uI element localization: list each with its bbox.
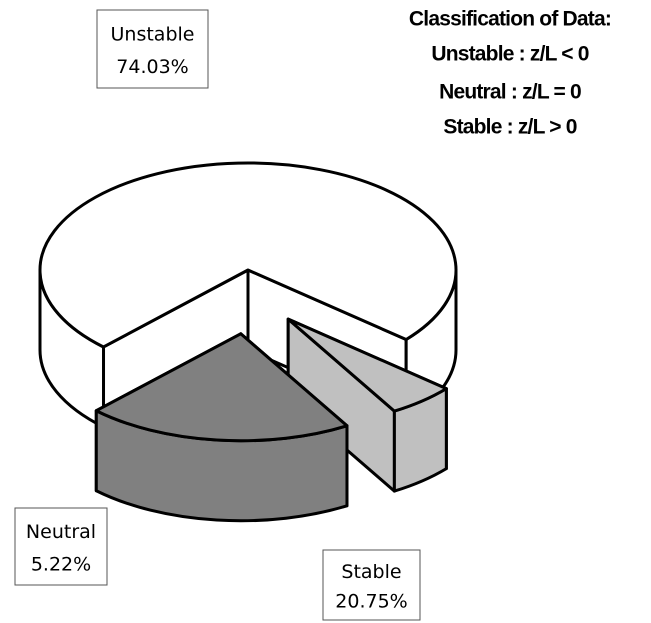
annotation: Neutral : z/L = 0: [439, 81, 581, 104]
chart-title: Classification of Data:: [409, 8, 611, 31]
category-label: Unstable: [111, 23, 195, 45]
pie: [38, 161, 458, 523]
slice-top: [38, 161, 458, 349]
label-box: [96, 9, 209, 89]
annotation: Stable : z/L > 0: [443, 116, 576, 139]
value-label: 74.03%: [116, 56, 188, 78]
slice-top: [286, 317, 448, 413]
slice-top: [94, 332, 349, 443]
label-box: [14, 507, 108, 586]
category-label: Stable: [341, 561, 401, 583]
value-label: 5.22%: [31, 553, 91, 575]
value-label: 20.75%: [335, 590, 407, 612]
category-label: Neutral: [26, 521, 96, 543]
annotation: Unstable : z/L < 0: [431, 43, 588, 66]
label-box: [322, 549, 421, 621]
